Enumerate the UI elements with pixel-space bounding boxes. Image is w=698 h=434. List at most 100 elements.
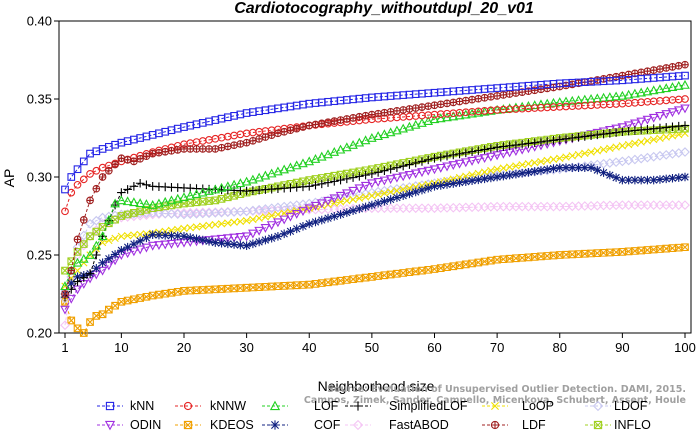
data-point — [486, 144, 496, 153]
data-point — [61, 207, 69, 216]
data-point — [592, 400, 604, 412]
data-point — [348, 139, 358, 149]
data-point — [637, 138, 645, 146]
data-point — [98, 238, 107, 247]
data-point — [424, 102, 433, 110]
data-point — [417, 117, 427, 127]
data-point — [499, 164, 508, 172]
data-point — [498, 201, 509, 212]
data-point — [385, 203, 396, 214]
data-point — [624, 175, 633, 185]
data-point — [86, 318, 94, 326]
data-point — [217, 143, 226, 152]
data-point — [279, 164, 290, 174]
data-point — [455, 97, 464, 106]
data-point — [623, 200, 634, 210]
legend-label: LDF — [522, 418, 546, 432]
data-point — [317, 174, 326, 182]
data-point — [335, 144, 346, 154]
data-point — [223, 239, 233, 249]
data-point — [593, 420, 603, 430]
data-point — [405, 184, 414, 192]
data-point — [229, 179, 239, 189]
data-point — [360, 135, 371, 145]
data-point — [341, 142, 352, 152]
data-point — [379, 129, 390, 139]
data-point — [380, 108, 389, 117]
data-point — [674, 173, 684, 182]
legend-item-cof: COF — [262, 418, 341, 432]
data-point — [667, 82, 678, 91]
data-point — [205, 221, 213, 230]
legend-item-knn: kNN — [97, 399, 154, 413]
data-point — [342, 174, 352, 184]
data-point — [680, 79, 690, 89]
data-point — [468, 171, 476, 179]
data-point — [291, 209, 302, 219]
data-point — [487, 166, 495, 175]
data-point — [480, 174, 489, 184]
data-point — [643, 246, 652, 254]
data-point — [618, 175, 627, 185]
data-point — [230, 141, 238, 149]
data-point — [681, 60, 689, 69]
data-point — [360, 181, 371, 191]
data-point — [123, 185, 132, 194]
data-point — [455, 178, 464, 187]
data-point — [311, 217, 320, 227]
data-point — [166, 239, 177, 249]
data-point — [349, 195, 357, 204]
data-point — [60, 305, 70, 315]
data-point — [154, 241, 164, 251]
data-point — [680, 172, 690, 182]
data-point — [611, 173, 621, 182]
data-point — [556, 154, 564, 162]
data-point — [73, 324, 82, 333]
data-point — [492, 143, 502, 152]
data-point — [605, 129, 615, 138]
data-point — [348, 186, 358, 196]
data-point — [241, 176, 252, 186]
data-point — [593, 130, 602, 140]
data-point — [473, 107, 484, 117]
data-point — [537, 157, 545, 166]
data-point — [606, 144, 614, 152]
data-point — [398, 191, 408, 201]
data-point — [361, 111, 370, 120]
data-point — [655, 84, 665, 94]
data-point — [73, 277, 82, 286]
data-point — [180, 287, 188, 295]
data-point — [386, 108, 395, 116]
data-point — [92, 263, 101, 273]
data-point — [185, 190, 196, 200]
x-tick-label: 90 — [615, 340, 629, 355]
data-point — [555, 135, 565, 144]
data-point — [186, 145, 195, 153]
data-point — [78, 240, 89, 251]
data-point — [504, 103, 515, 113]
data-point — [392, 203, 402, 214]
data-point — [398, 203, 409, 214]
legend-item-lof: LOF — [262, 399, 339, 413]
data-point — [504, 201, 515, 212]
data-point — [355, 172, 364, 181]
data-point — [367, 169, 377, 179]
data-point — [73, 272, 82, 282]
series-layer — [60, 60, 690, 337]
data-point — [448, 179, 458, 188]
data-point — [211, 220, 219, 229]
legend-item-loop: LoOP — [482, 399, 554, 413]
data-point — [317, 119, 326, 128]
data-point — [524, 160, 533, 168]
data-point — [123, 242, 132, 252]
data-point — [667, 200, 678, 210]
data-point — [605, 170, 615, 180]
data-point — [367, 200, 377, 210]
data-point — [311, 280, 320, 288]
data-point — [223, 181, 233, 191]
data-point — [174, 225, 182, 234]
data-point — [455, 149, 464, 159]
data-point — [442, 180, 452, 189]
data-point — [192, 120, 201, 129]
data-point — [191, 189, 202, 199]
